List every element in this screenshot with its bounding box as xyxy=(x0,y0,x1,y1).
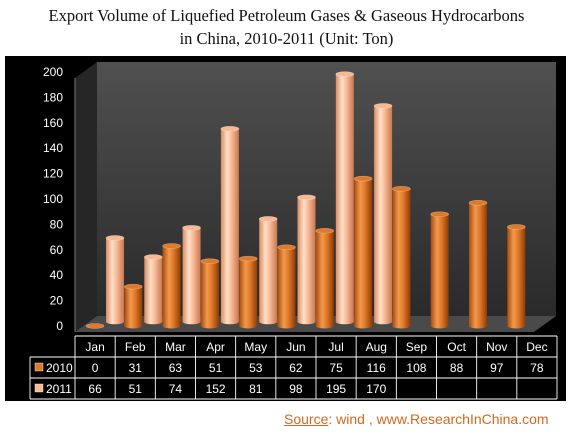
data-label-2011-apr: 152 xyxy=(206,382,226,396)
data-label-2011-may: 81 xyxy=(249,382,263,396)
data-label-2011-jan: 66 xyxy=(88,382,102,396)
data-label-2010-oct: 88 xyxy=(450,361,464,375)
bar-2011-mar xyxy=(182,225,201,325)
data-label-2011-aug: 170 xyxy=(366,382,386,396)
legend-swatch-2011 xyxy=(34,383,44,393)
y-tick-label: 20 xyxy=(50,294,64,308)
chart-panel: 0 20 40 60 80 100 120 140 160 180 200 Jan Feb Mar Apr… xyxy=(5,56,566,401)
bar-2010-jul xyxy=(315,227,335,329)
bar-2011-jan xyxy=(105,235,125,325)
bar-2011-jul xyxy=(335,71,355,325)
chart-title: Export Volume of Liquefied Petroleum Gas… xyxy=(0,4,573,50)
bar-2011-may xyxy=(258,216,278,325)
source-label[interactable]: Source xyxy=(284,411,329,427)
bar-2010-feb xyxy=(124,283,143,329)
x-tick-label: Mar xyxy=(165,340,186,354)
bar-2010-jun xyxy=(277,244,296,329)
bar-2011-feb xyxy=(144,254,163,325)
bar-2010-aug xyxy=(353,175,373,329)
data-label-2010-feb: 31 xyxy=(129,361,143,375)
y-tick-label: 0 xyxy=(56,319,63,333)
bar-2010-dec xyxy=(506,224,526,329)
x-tick-label: Sep xyxy=(406,340,428,354)
title-line-1: Export Volume of Liquefied Petroleum Gas… xyxy=(48,6,525,25)
bar-2010-oct xyxy=(430,211,450,329)
bar-2010-apr xyxy=(200,258,220,329)
data-label-2010-apr: 51 xyxy=(209,361,223,375)
y-tick-label: 160 xyxy=(43,116,63,130)
y-tick-label: 40 xyxy=(50,268,64,282)
y-tick-label: 80 xyxy=(50,217,64,231)
bar-2011-aug xyxy=(373,103,393,325)
y-tick-label: 60 xyxy=(50,243,64,257)
data-label-2010-mar: 63 xyxy=(169,361,183,375)
y-tick-label: 120 xyxy=(43,167,63,181)
bar-2011-apr xyxy=(220,125,240,325)
legend-label-2011: 2011 xyxy=(46,382,72,396)
y-tick-label: 200 xyxy=(43,65,63,79)
data-label-2011-feb: 51 xyxy=(129,382,143,396)
bars-group xyxy=(85,71,526,329)
bar-2010-mar xyxy=(162,243,181,329)
x-tick-label: Oct xyxy=(447,340,466,354)
y-tick-label: 180 xyxy=(43,90,63,104)
legend-swatch-2010 xyxy=(34,362,44,372)
data-label-2010-jul: 75 xyxy=(329,361,343,375)
data-label-2010-jan: 0 xyxy=(92,361,99,375)
title-line-2: in China, 2010-2011 (Unit: Ton) xyxy=(179,29,394,48)
legend-label-2010: 2010 xyxy=(46,361,73,375)
bar-chart: 0 20 40 60 80 100 120 140 160 180 200 Jan Feb Mar Apr… xyxy=(29,62,558,400)
chart-side-wall xyxy=(75,62,97,332)
x-tick-label: Feb xyxy=(125,340,146,354)
data-table: Jan Feb Mar Apr May Jun Jul Aug Sep Oct Nov Dec 2010… xyxy=(29,335,558,400)
x-tick-label: Apr xyxy=(206,340,225,354)
data-label-2010-dec: 78 xyxy=(530,361,544,375)
data-label-2011-jul: 195 xyxy=(326,382,346,396)
bar-2010-jan xyxy=(85,323,105,329)
data-label-2011-mar: 74 xyxy=(169,382,183,396)
data-label-2010-jun: 62 xyxy=(289,361,303,375)
data-label-2010-nov: 97 xyxy=(490,361,504,375)
source-note: Source: wind , www.ResearchInChina.com xyxy=(284,411,549,427)
x-tick-label: May xyxy=(244,340,267,354)
data-label-2010-may: 53 xyxy=(249,361,263,375)
x-tick-label: Nov xyxy=(486,340,507,354)
bar-2011-jun xyxy=(297,194,316,325)
source-text: : wind , www.ResearchInChina.com xyxy=(328,411,549,427)
x-tick-label: Aug xyxy=(366,340,387,354)
bar-2010-may xyxy=(238,255,258,329)
data-label-2011-jun: 98 xyxy=(289,382,303,396)
x-tick-label: Jun xyxy=(286,340,305,354)
bar-2010-nov xyxy=(468,200,488,329)
bar-2010-sep xyxy=(392,186,411,329)
x-tick-label: Jan xyxy=(85,340,104,354)
y-axis: 0 20 40 60 80 100 120 140 160 180 200 xyxy=(43,65,63,333)
data-label-2010-sep: 108 xyxy=(406,361,426,375)
y-tick-label: 140 xyxy=(43,141,63,155)
y-tick-label: 100 xyxy=(43,192,63,206)
x-tick-label: Jul xyxy=(328,340,343,354)
data-label-2010-aug: 116 xyxy=(367,361,386,375)
x-tick-label: Dec xyxy=(526,340,547,354)
